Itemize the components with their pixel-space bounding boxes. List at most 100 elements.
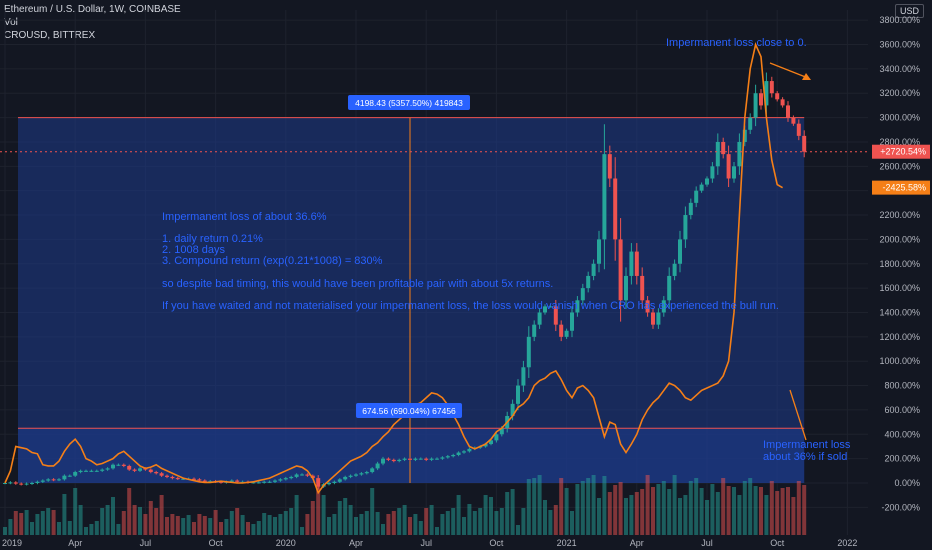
volume-bar [564, 488, 569, 535]
candle [759, 88, 763, 110]
candle-body [57, 479, 61, 481]
candle [699, 182, 704, 193]
candle [786, 101, 790, 122]
candle-body [445, 456, 450, 458]
candle-body [759, 93, 763, 106]
candle-body [683, 215, 688, 240]
candle-body [386, 458, 391, 460]
volume-bar [89, 524, 94, 535]
volume-bar [451, 508, 456, 535]
y-tick-label: 600.00% [884, 405, 920, 415]
candle-body [354, 474, 358, 476]
candle-body [451, 454, 456, 457]
volume-bar [267, 515, 272, 535]
candle-body [51, 479, 56, 481]
x-tick-label: Apr [349, 538, 363, 548]
annotation-line4: so despite bad timing, this would have b… [162, 278, 553, 290]
candle [370, 467, 375, 474]
volume-bar [456, 495, 461, 535]
volume-bar [310, 501, 315, 535]
candle-body [699, 184, 704, 191]
annotation-impermanent-close: Impermanent loss close to 0. [666, 37, 807, 49]
candle [769, 76, 774, 98]
volume-bar [332, 514, 337, 535]
candle-body [165, 475, 169, 477]
candle [256, 481, 261, 484]
candle-body [219, 481, 223, 483]
candle [408, 457, 412, 462]
volume-bar [321, 495, 326, 535]
candle [651, 308, 655, 329]
candle [586, 271, 591, 293]
measure-bottom-text: 674.56 (690.04%) 67456 [362, 406, 456, 416]
candle [802, 130, 807, 158]
candle [548, 305, 553, 308]
volume-bar [3, 527, 7, 535]
candle-body [89, 470, 94, 472]
volume-bar [13, 511, 18, 535]
x-tick-label: Jul [701, 538, 713, 548]
candle [300, 473, 304, 476]
volume-bar [553, 505, 558, 535]
candle [456, 451, 461, 457]
candle [678, 230, 682, 273]
volume-bar [613, 485, 618, 535]
y-tick-label: 3600.00% [879, 40, 920, 50]
volume-bar [688, 481, 693, 535]
candle-body [8, 482, 13, 484]
candle [634, 243, 639, 285]
candle [656, 308, 661, 329]
x-tick-label: Oct [489, 538, 504, 548]
volume-bar [337, 501, 342, 535]
candle [165, 474, 169, 479]
volume-bar [759, 487, 763, 535]
volume-bar [19, 513, 24, 535]
volume-bar [597, 498, 601, 535]
candle-body [413, 458, 418, 460]
candle [618, 218, 623, 322]
candle [105, 467, 110, 471]
volume-bar [246, 522, 250, 535]
candle-body [802, 135, 807, 152]
candle [402, 457, 407, 462]
volume-bar [251, 524, 256, 535]
x-tick-label: 2020 [276, 538, 296, 548]
volume-bar [192, 522, 196, 535]
volume-bar [283, 511, 288, 535]
candle-body [251, 482, 256, 484]
y-tick-label: 400.00% [884, 429, 920, 439]
volume-bar [629, 495, 634, 535]
volume-bar [402, 505, 407, 535]
volume-bar [742, 481, 747, 535]
volume-bar [678, 498, 682, 535]
candle [418, 457, 423, 460]
volume-bar [375, 512, 380, 535]
candle [116, 463, 121, 466]
volume-bar [683, 495, 688, 535]
volume-bar [721, 478, 726, 535]
volume-bar [505, 492, 510, 535]
candle [775, 91, 780, 102]
candle-body [316, 478, 321, 487]
volume-bar [467, 504, 472, 535]
volume-bar [672, 475, 677, 535]
candle-body [780, 99, 785, 106]
volume-label: Vol [4, 17, 18, 28]
volume-bar [343, 498, 348, 535]
volume-bar [775, 491, 780, 535]
volume-bar [327, 517, 331, 535]
volume-bar [30, 522, 34, 535]
candle-body [748, 117, 753, 130]
candle [267, 480, 272, 483]
candle [661, 296, 666, 317]
volume-bar [732, 487, 736, 535]
volume-bar [105, 505, 110, 535]
candle [35, 480, 40, 485]
candle-body [327, 483, 331, 485]
candle [732, 162, 736, 183]
currency-button[interactable]: USD [894, 4, 924, 18]
candle-body [202, 480, 207, 482]
volume-bar [256, 521, 261, 535]
volume-bar [143, 514, 148, 535]
